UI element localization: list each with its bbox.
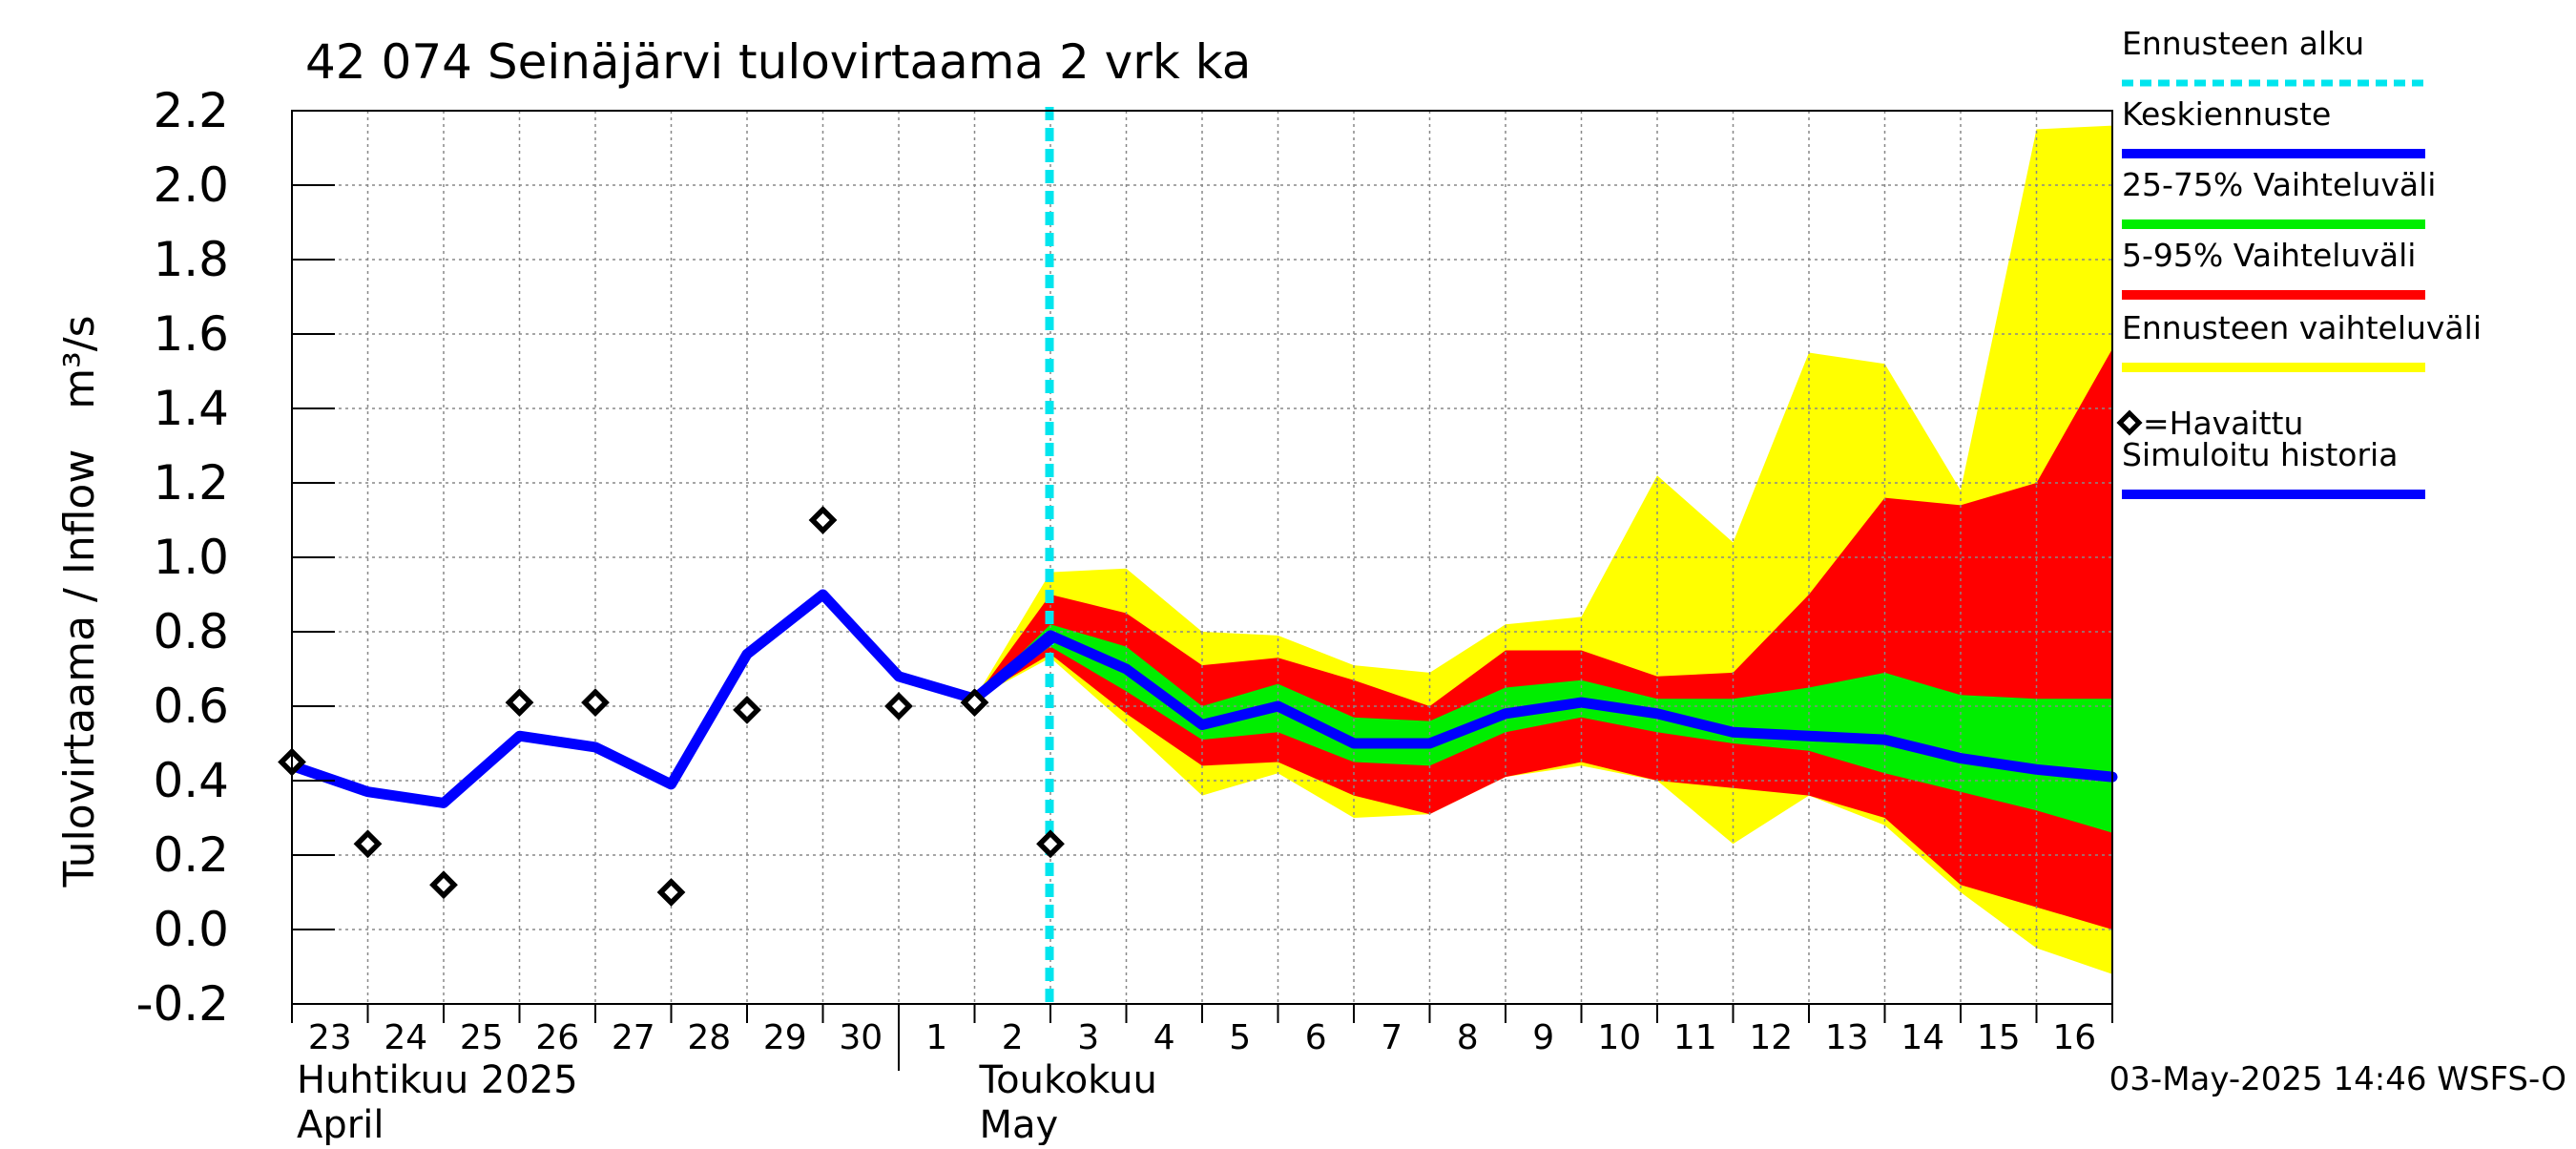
- y-tick-label: 2.0: [153, 157, 229, 213]
- x-tick-label: 14: [1901, 1018, 1944, 1057]
- y-tick-label: 1.0: [153, 530, 229, 585]
- legend-label: 25-75% Vaihteluväli: [2122, 166, 2436, 203]
- x-tick-label: 15: [1977, 1018, 2021, 1057]
- x-tick-label: 25: [460, 1018, 504, 1057]
- legend-label: Keskiennuste: [2122, 95, 2331, 133]
- legend-label: 5-95% Vaihteluväli: [2122, 237, 2416, 274]
- x-tick-label: 23: [308, 1018, 352, 1057]
- x-tick-label: 11: [1673, 1018, 1717, 1057]
- x-tick-label: 27: [612, 1018, 655, 1057]
- x-tick-label: 10: [1597, 1018, 1641, 1057]
- x-tick-label: 26: [535, 1018, 579, 1057]
- y-tick-label: 1.6: [153, 306, 229, 362]
- x-tick-label: 1: [925, 1018, 947, 1057]
- legend-label: Simuloitu historia: [2122, 436, 2398, 473]
- legend-label: Ennusteen alku: [2122, 25, 2364, 62]
- x-tick-label: 24: [384, 1018, 427, 1057]
- legend-label: =Havaittu: [2143, 405, 2303, 442]
- x-tick-label: 6: [1305, 1018, 1327, 1057]
- month-label-fi: Huhtikuu 2025: [297, 1058, 578, 1102]
- x-tick-label: 16: [2052, 1018, 2096, 1057]
- observed-point: [581, 688, 610, 717]
- x-tick-label: 12: [1749, 1018, 1793, 1057]
- legend-marker-observed: [2116, 409, 2143, 436]
- y-tick-label: 0.8: [153, 604, 229, 659]
- y-tick-label: 0.2: [153, 827, 229, 883]
- y-tick-label: 1.8: [153, 232, 229, 287]
- observed-point: [505, 688, 534, 717]
- chart-title: 42 074 Seinäjärvi tulovirtaama 2 vrk ka: [305, 34, 1251, 90]
- month-label-en: May: [980, 1103, 1059, 1145]
- x-tick-label: 4: [1153, 1018, 1175, 1057]
- observed-point: [353, 829, 383, 859]
- observed-point: [1036, 829, 1065, 859]
- observed-point: [656, 878, 686, 907]
- month-label-fi: Toukokuu: [979, 1058, 1157, 1102]
- y-tick-label: -0.2: [135, 976, 229, 1032]
- observed-point: [808, 506, 838, 534]
- y-tick-label: 0.4: [153, 753, 229, 808]
- y-tick-label: 1.4: [153, 381, 229, 436]
- y-tick-label: 2.2: [153, 83, 229, 138]
- x-tick-label: 30: [839, 1018, 883, 1057]
- timestamp: 03-May-2025 14:46 WSFS-O: [2109, 1060, 2566, 1098]
- x-tick-label: 7: [1381, 1018, 1402, 1057]
- observed-point: [733, 696, 761, 724]
- x-tick-label: 5: [1229, 1018, 1251, 1057]
- y-tick-label: 1.2: [153, 455, 229, 511]
- legend-label: Ennusteen vaihteluväli: [2122, 309, 2482, 346]
- x-tick-label: 28: [687, 1018, 731, 1057]
- x-tick-label: 8: [1457, 1018, 1479, 1057]
- x-tick-label: 3: [1077, 1018, 1099, 1057]
- x-tick-label: 2: [1002, 1018, 1024, 1057]
- band-5-95: [974, 348, 2112, 930]
- y-tick-label: 0.0: [153, 902, 229, 957]
- x-tick-label: 29: [763, 1018, 807, 1057]
- simulated-history-line: [286, 589, 1056, 808]
- observed-point: [429, 870, 458, 900]
- y-axis-label: Tulovirtaama / Inflow m³/s: [55, 315, 104, 888]
- observed-point: [884, 692, 913, 721]
- x-tick-label: 9: [1532, 1018, 1554, 1057]
- x-tick-label: 13: [1825, 1018, 1869, 1057]
- y-tick-label: 0.6: [153, 679, 229, 734]
- month-label-en: April: [297, 1103, 384, 1145]
- median-forecast-line: [969, 630, 2118, 783]
- observed-point: [960, 688, 989, 717]
